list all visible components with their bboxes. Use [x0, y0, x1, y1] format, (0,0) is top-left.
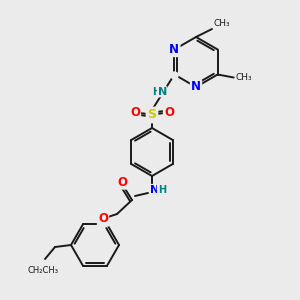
Text: N: N: [150, 185, 160, 195]
Text: N: N: [169, 43, 179, 56]
Text: S: S: [148, 109, 157, 122]
Text: N: N: [191, 80, 201, 94]
Text: O: O: [98, 212, 108, 226]
Text: O: O: [164, 106, 174, 119]
Text: H: H: [152, 87, 160, 97]
Text: H: H: [158, 185, 166, 195]
Text: N: N: [158, 87, 167, 97]
Text: O: O: [117, 176, 127, 188]
Text: CH₂CH₃: CH₂CH₃: [28, 266, 58, 275]
Text: O: O: [130, 106, 140, 119]
Text: CH₃: CH₃: [214, 19, 231, 28]
Text: CH₃: CH₃: [236, 73, 252, 82]
